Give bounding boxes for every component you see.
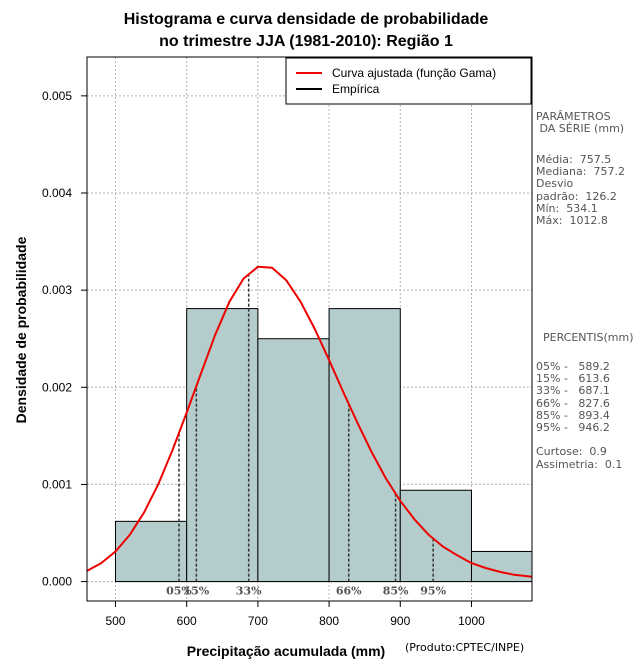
chart-title: Histograma e curva densidade de probabil… — [124, 11, 489, 28]
percentile-label-5: 95% — [420, 585, 446, 598]
percentile-label-1: 15% — [183, 585, 209, 598]
y-tick-label-1: 0.001 — [42, 477, 72, 491]
y-axis: 0.000 0.001 0.002 0.003 0.004 0.005 — [42, 89, 87, 589]
x-tick-label-4: 900 — [390, 614, 410, 628]
y-tick-label-2: 0.002 — [42, 380, 72, 394]
histogram-bar-2 — [257, 338, 330, 583]
y-axis-label: Densidade de probabilidade — [13, 236, 29, 423]
percentis-body: 05% - 589.2 15% - 613.6 33% - 687.1 66% … — [536, 360, 623, 471]
percentile-label-2: 33% — [236, 585, 262, 598]
y-tick-label-5: 0.005 — [42, 89, 72, 103]
density-curve — [87, 265, 532, 578]
y-tick-label-0: 0.000 — [42, 575, 72, 589]
x-tick-label-3: 800 — [319, 614, 339, 628]
chart-subtitle: no trimestre JJA (1981-2010): Região 1 — [159, 33, 453, 50]
x-tick-label-2: 700 — [248, 614, 268, 628]
params-body: Média: 757.5 Mediana: 757.2 Desvio padrã… — [536, 153, 625, 228]
percentile-label-3: 66% — [336, 585, 362, 598]
legend: Curva ajustada (função Gama) Empírica — [285, 57, 532, 105]
y-tick-label-3: 0.003 — [42, 283, 72, 297]
histogram-bar-1 — [186, 308, 259, 583]
x-tick-label-1: 600 — [177, 614, 197, 628]
y-tick-label-4: 0.004 — [42, 186, 72, 200]
histogram-bar-4 — [399, 489, 472, 583]
x-axis-label: Precipitação acumulada (mm) — [187, 643, 385, 659]
x-tick-label-5: 1000 — [458, 614, 485, 628]
params-title: PARÂMETROS DA SÉRIE (mm) — [536, 110, 625, 136]
percentile-label-0: 05% — [166, 585, 192, 598]
percentile-lines: 05%15% 33% 66% 85% 95% — [166, 274, 447, 598]
density-curve-line — [87, 265, 532, 578]
plot-frame — [86, 56, 533, 602]
legend-label-curve: Curva ajustada (função Gama) — [332, 66, 496, 80]
histogram-bars — [114, 308, 532, 583]
histogram-bar-3 — [328, 308, 401, 583]
histogram-bar-0 — [114, 520, 188, 583]
x-tick-label-0: 500 — [105, 614, 125, 628]
legend-label-empirical: Empírica — [332, 82, 380, 96]
percentile-label-4: 85% — [383, 585, 409, 598]
percentis-title: PERCENTIS(mm) — [543, 331, 634, 344]
credit-note: (Produto:CPTEC/INPE) — [405, 641, 525, 654]
x-axis: 500 600 700 800 900 1000 — [105, 601, 485, 628]
legend-box — [285, 57, 532, 105]
